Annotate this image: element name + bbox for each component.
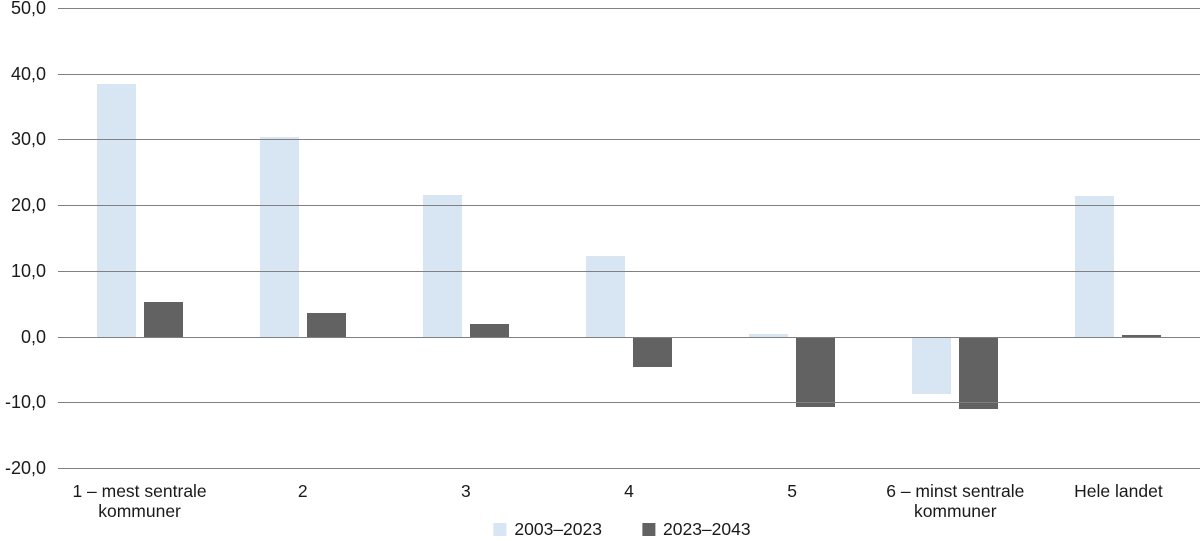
gridline-50 (58, 8, 1200, 9)
bar-series-2-category-7 (1122, 334, 1162, 337)
gridline-10 (58, 270, 1200, 272)
category-label-5: 5 (787, 481, 797, 501)
y-tick-label: 50,0 (10, 0, 46, 18)
gridline-40 (58, 73, 1200, 75)
legend-label-series-1: 2003–2023 (514, 519, 602, 539)
legend-label-series-2: 2023–2043 (663, 519, 751, 539)
y-tick-label: -20,0 (4, 458, 46, 478)
gridline-30 (58, 139, 1200, 141)
category-label-7: Hele landet (1074, 481, 1163, 501)
bar-series-2-category-6 (959, 336, 999, 409)
y-tick-label: 0,0 (20, 326, 46, 347)
bar-series-2-category-4 (633, 336, 672, 368)
legend: 2003–2023 2023–2043 (493, 519, 751, 539)
bar-series-1-category-6 (912, 336, 952, 394)
bar-series-2-category-5 (796, 336, 836, 407)
bar-series-1-category-7 (1075, 195, 1115, 337)
bar-series-1-category-4 (586, 255, 625, 337)
gridline--20 (58, 468, 1200, 469)
bar-series-2-category-2 (306, 312, 346, 337)
y-tick-label: 40,0 (10, 63, 46, 84)
category-label-2: 2 (297, 481, 308, 501)
y-tick-label: 20,0 (10, 195, 46, 216)
bar-series-1-category-1 (96, 83, 136, 337)
legend-swatch-series-1 (493, 522, 507, 536)
gridline--10 (58, 402, 1200, 404)
bar-series-1-category-5 (749, 333, 789, 337)
legend-item-2023-2043: 2023–2043 (642, 519, 751, 539)
y-tick-label: -10,0 (4, 392, 46, 413)
legend-item-2003-2023: 2003–2023 (493, 519, 602, 539)
bar-series-1-category-2 (259, 136, 299, 337)
y-tick-label: 30,0 (10, 129, 46, 150)
category-label-1: 1 – mest sentrale kommuner (72, 481, 207, 521)
bar-series-1-category-3 (422, 195, 462, 337)
category-label-4: 4 (624, 481, 634, 501)
gridline-0 (58, 336, 1200, 338)
category-label-3: 3 (460, 481, 471, 501)
y-tick-label: 10,0 (10, 260, 46, 281)
legend-swatch-series-2 (642, 522, 655, 536)
bar-series-2-category-1 (143, 301, 183, 337)
category-label-6: 6 – minst sentrale kommuner (886, 481, 1025, 521)
gridline-20 (58, 205, 1200, 207)
bar-series-2-category-3 (469, 324, 509, 337)
